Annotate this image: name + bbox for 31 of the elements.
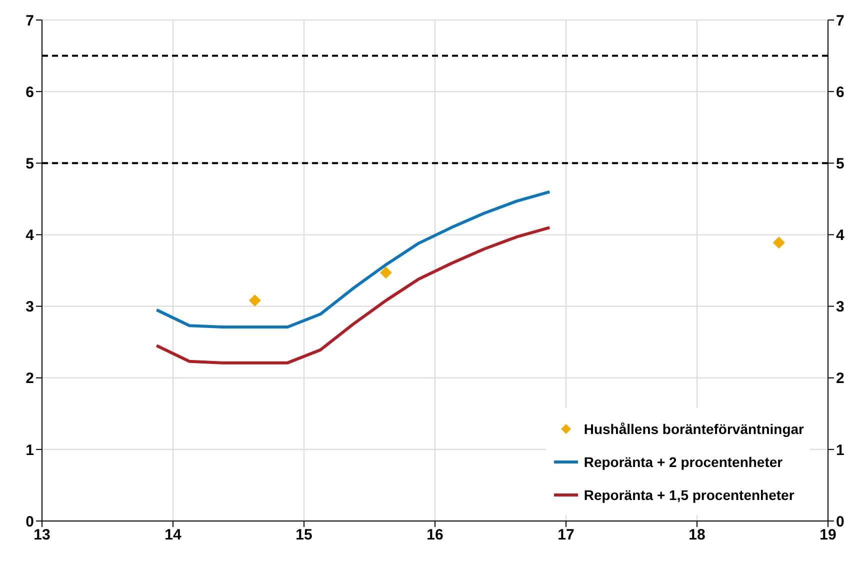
legend-label: Reporänta + 2 procentenheter [584, 454, 783, 470]
y-tick-label: 0 [26, 513, 34, 530]
y-tick-label: 2 [26, 370, 34, 388]
x-tick-label: 13 [34, 526, 50, 544]
legend-label: Hushållens boränteförväntningar [584, 420, 804, 436]
y2-tick-label: 4 [836, 227, 845, 244]
y-tick-label: 6 [26, 84, 34, 101]
point [380, 266, 392, 279]
x-tick-label: 15 [296, 526, 312, 544]
x-tick-label: 19 [820, 526, 836, 544]
point [248, 294, 261, 307]
y2-tick-label: 0 [836, 513, 844, 530]
y2-tick-label: 1 [836, 442, 844, 459]
x-tick-label: 18 [688, 526, 706, 544]
y-tick-label: 7 [26, 12, 34, 30]
y2-tick-label: 2 [836, 370, 844, 388]
x-tick-label: 17 [558, 526, 574, 544]
y2-tick-label: 5 [836, 155, 844, 172]
y-tick-label: 3 [26, 298, 34, 316]
y2-tick-label: 3 [836, 298, 844, 316]
y2-tick-label: 6 [836, 84, 844, 101]
x-tick-label: 16 [426, 526, 444, 544]
y2-tick-label: 7 [836, 12, 844, 30]
y-tick-label: 5 [26, 155, 34, 172]
y-tick-label: 1 [26, 442, 34, 459]
legend-label: Reporänta + 1,5 procentenheter [584, 486, 794, 502]
line-series [155, 190, 552, 329]
line-series [155, 226, 552, 364]
point [772, 236, 785, 249]
x-tick-label: 14 [164, 526, 182, 544]
y-tick-label: 4 [26, 227, 35, 244]
